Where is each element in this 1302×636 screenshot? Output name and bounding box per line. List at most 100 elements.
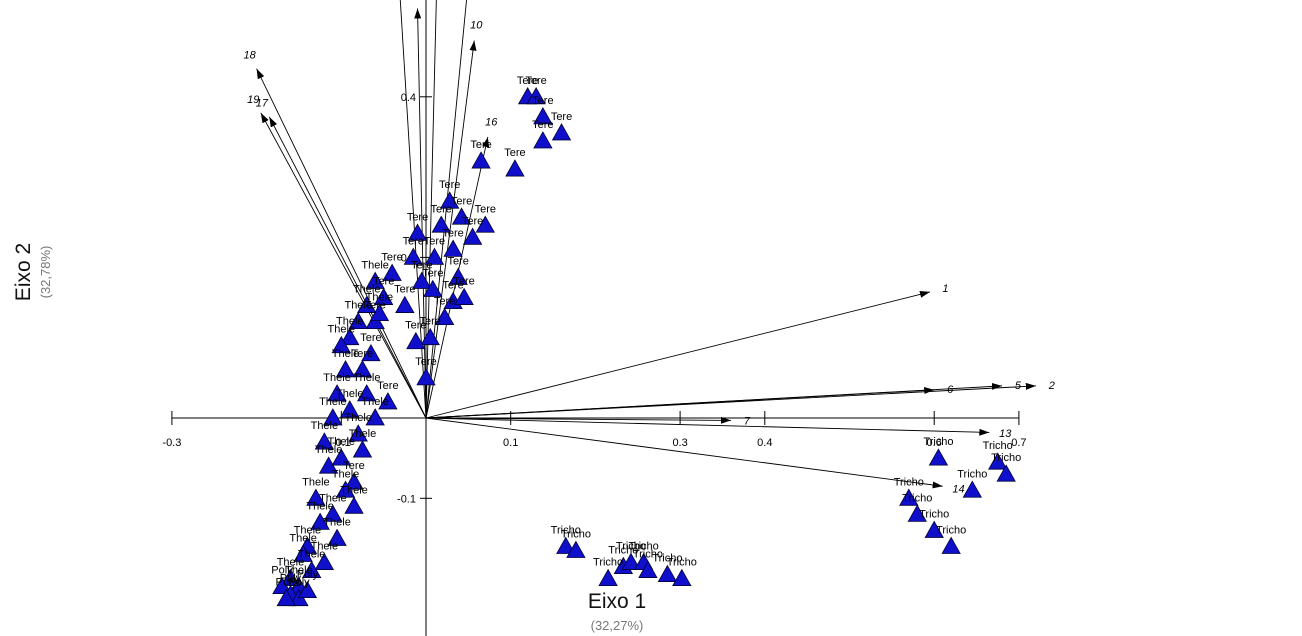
point-marker xyxy=(340,327,360,346)
point-marker xyxy=(475,215,495,233)
point-marker xyxy=(412,271,432,289)
point-marker xyxy=(348,311,368,330)
point-label: Tricho xyxy=(667,557,697,569)
point-label: Thele xyxy=(328,324,356,336)
point-marker xyxy=(314,432,335,450)
vector-label-6: 6 xyxy=(947,384,954,396)
point-label: Tricho xyxy=(633,549,663,561)
point-marker xyxy=(526,86,546,105)
vector-label-16: 16 xyxy=(485,116,498,128)
point-marker xyxy=(638,560,658,578)
point-label: Tere xyxy=(442,227,463,239)
point-label: Thele xyxy=(294,524,322,536)
point-marker xyxy=(448,267,468,285)
point-label: Thele xyxy=(319,396,347,408)
point-label: Tricho xyxy=(652,553,682,565)
vector-label-13: 13 xyxy=(999,428,1012,440)
point-label: Tricho xyxy=(919,508,949,520)
point-label: Thele xyxy=(366,292,394,304)
point-label: Tere xyxy=(424,235,445,247)
point-marker xyxy=(907,504,927,522)
vector-label-19: 19 xyxy=(247,94,259,106)
point-label: Tricho xyxy=(551,524,581,536)
point-marker xyxy=(340,400,360,418)
point-label: Tere xyxy=(517,75,538,87)
vector-label-7: 7 xyxy=(744,416,751,428)
point-marker xyxy=(365,408,385,426)
sample-labels: TereTereTereTereTereTereTereTereTereTere… xyxy=(271,75,1021,589)
point-label: Thele xyxy=(311,420,339,432)
vector-label-2: 2 xyxy=(1048,380,1055,392)
point-marker xyxy=(962,480,982,498)
point-label: Tricho xyxy=(991,452,1021,464)
point-marker xyxy=(533,107,553,125)
point-label: Tere xyxy=(381,251,402,263)
point-label: Tere xyxy=(532,119,553,131)
point-marker xyxy=(420,327,440,346)
point-label: Tere xyxy=(525,75,546,87)
point-marker xyxy=(331,335,351,354)
point-label: Tricho xyxy=(957,468,987,480)
y-tick-label: 0.4 xyxy=(401,92,416,104)
y-tick-label: -0.1 xyxy=(397,493,416,505)
vector-label-17: 17 xyxy=(256,98,269,110)
x-tick-label: -0.3 xyxy=(162,437,181,449)
point-marker xyxy=(357,384,377,402)
x-axis-title: Eixo 1 xyxy=(588,590,646,613)
point-marker xyxy=(327,384,347,402)
point-marker xyxy=(899,488,919,506)
point-marker xyxy=(323,408,343,426)
point-label: Tere xyxy=(439,179,460,191)
point-label: Tere xyxy=(453,276,474,288)
point-label: Tere xyxy=(405,320,426,332)
point-label: Tere xyxy=(475,203,496,215)
point-marker xyxy=(657,564,678,582)
point-label: Tricho xyxy=(923,436,953,448)
point-marker xyxy=(988,452,1008,470)
point-label: Thele xyxy=(298,549,326,561)
point-label: Thele xyxy=(332,468,360,480)
point-marker xyxy=(566,540,586,558)
point-label: Tricho xyxy=(616,541,646,553)
point-marker xyxy=(365,271,385,289)
point-label: Poly xyxy=(288,577,310,589)
point-marker xyxy=(443,239,463,257)
point-label: Tere xyxy=(415,356,436,368)
x-axis-subtitle: (32,27%) xyxy=(591,618,644,633)
point-label: Thele xyxy=(336,316,364,328)
point-marker xyxy=(331,448,351,466)
point-label: Tere xyxy=(343,460,364,472)
point-label: Poly xyxy=(280,573,302,585)
point-label: Tere xyxy=(434,296,455,308)
point-label: Tricho xyxy=(902,492,932,504)
point-label: Thele xyxy=(332,348,360,360)
x-tick-label: 0.3 xyxy=(672,437,687,449)
point-label: Tere xyxy=(447,255,468,267)
point-label: Tricho xyxy=(983,440,1013,452)
point-label: Thele xyxy=(328,436,356,448)
point-label: Tere xyxy=(470,139,491,151)
point-label: Thele xyxy=(319,492,347,504)
vector-arrow-14 xyxy=(425,417,943,489)
vector-arrow-20 xyxy=(414,8,427,419)
vector-arrow-1 xyxy=(425,290,931,419)
point-label: Tere xyxy=(532,95,553,107)
point-marker xyxy=(297,580,318,599)
point-marker xyxy=(378,392,398,410)
vector-arrow-6 xyxy=(425,386,935,419)
point-label: Tere xyxy=(403,235,424,247)
point-marker xyxy=(533,131,553,149)
vector-arrow-17 xyxy=(268,116,427,419)
point-marker xyxy=(314,552,335,570)
point-marker xyxy=(505,159,525,177)
point-label: Tere xyxy=(420,316,441,328)
point-label: Thele xyxy=(361,259,389,271)
point-marker xyxy=(382,263,402,281)
point-label: Tere xyxy=(442,280,463,292)
point-marker xyxy=(361,343,381,362)
point-marker xyxy=(454,287,474,305)
vector-arrow-18 xyxy=(256,68,427,419)
point-label: Tere xyxy=(360,332,381,344)
point-label: Thele xyxy=(289,533,317,545)
